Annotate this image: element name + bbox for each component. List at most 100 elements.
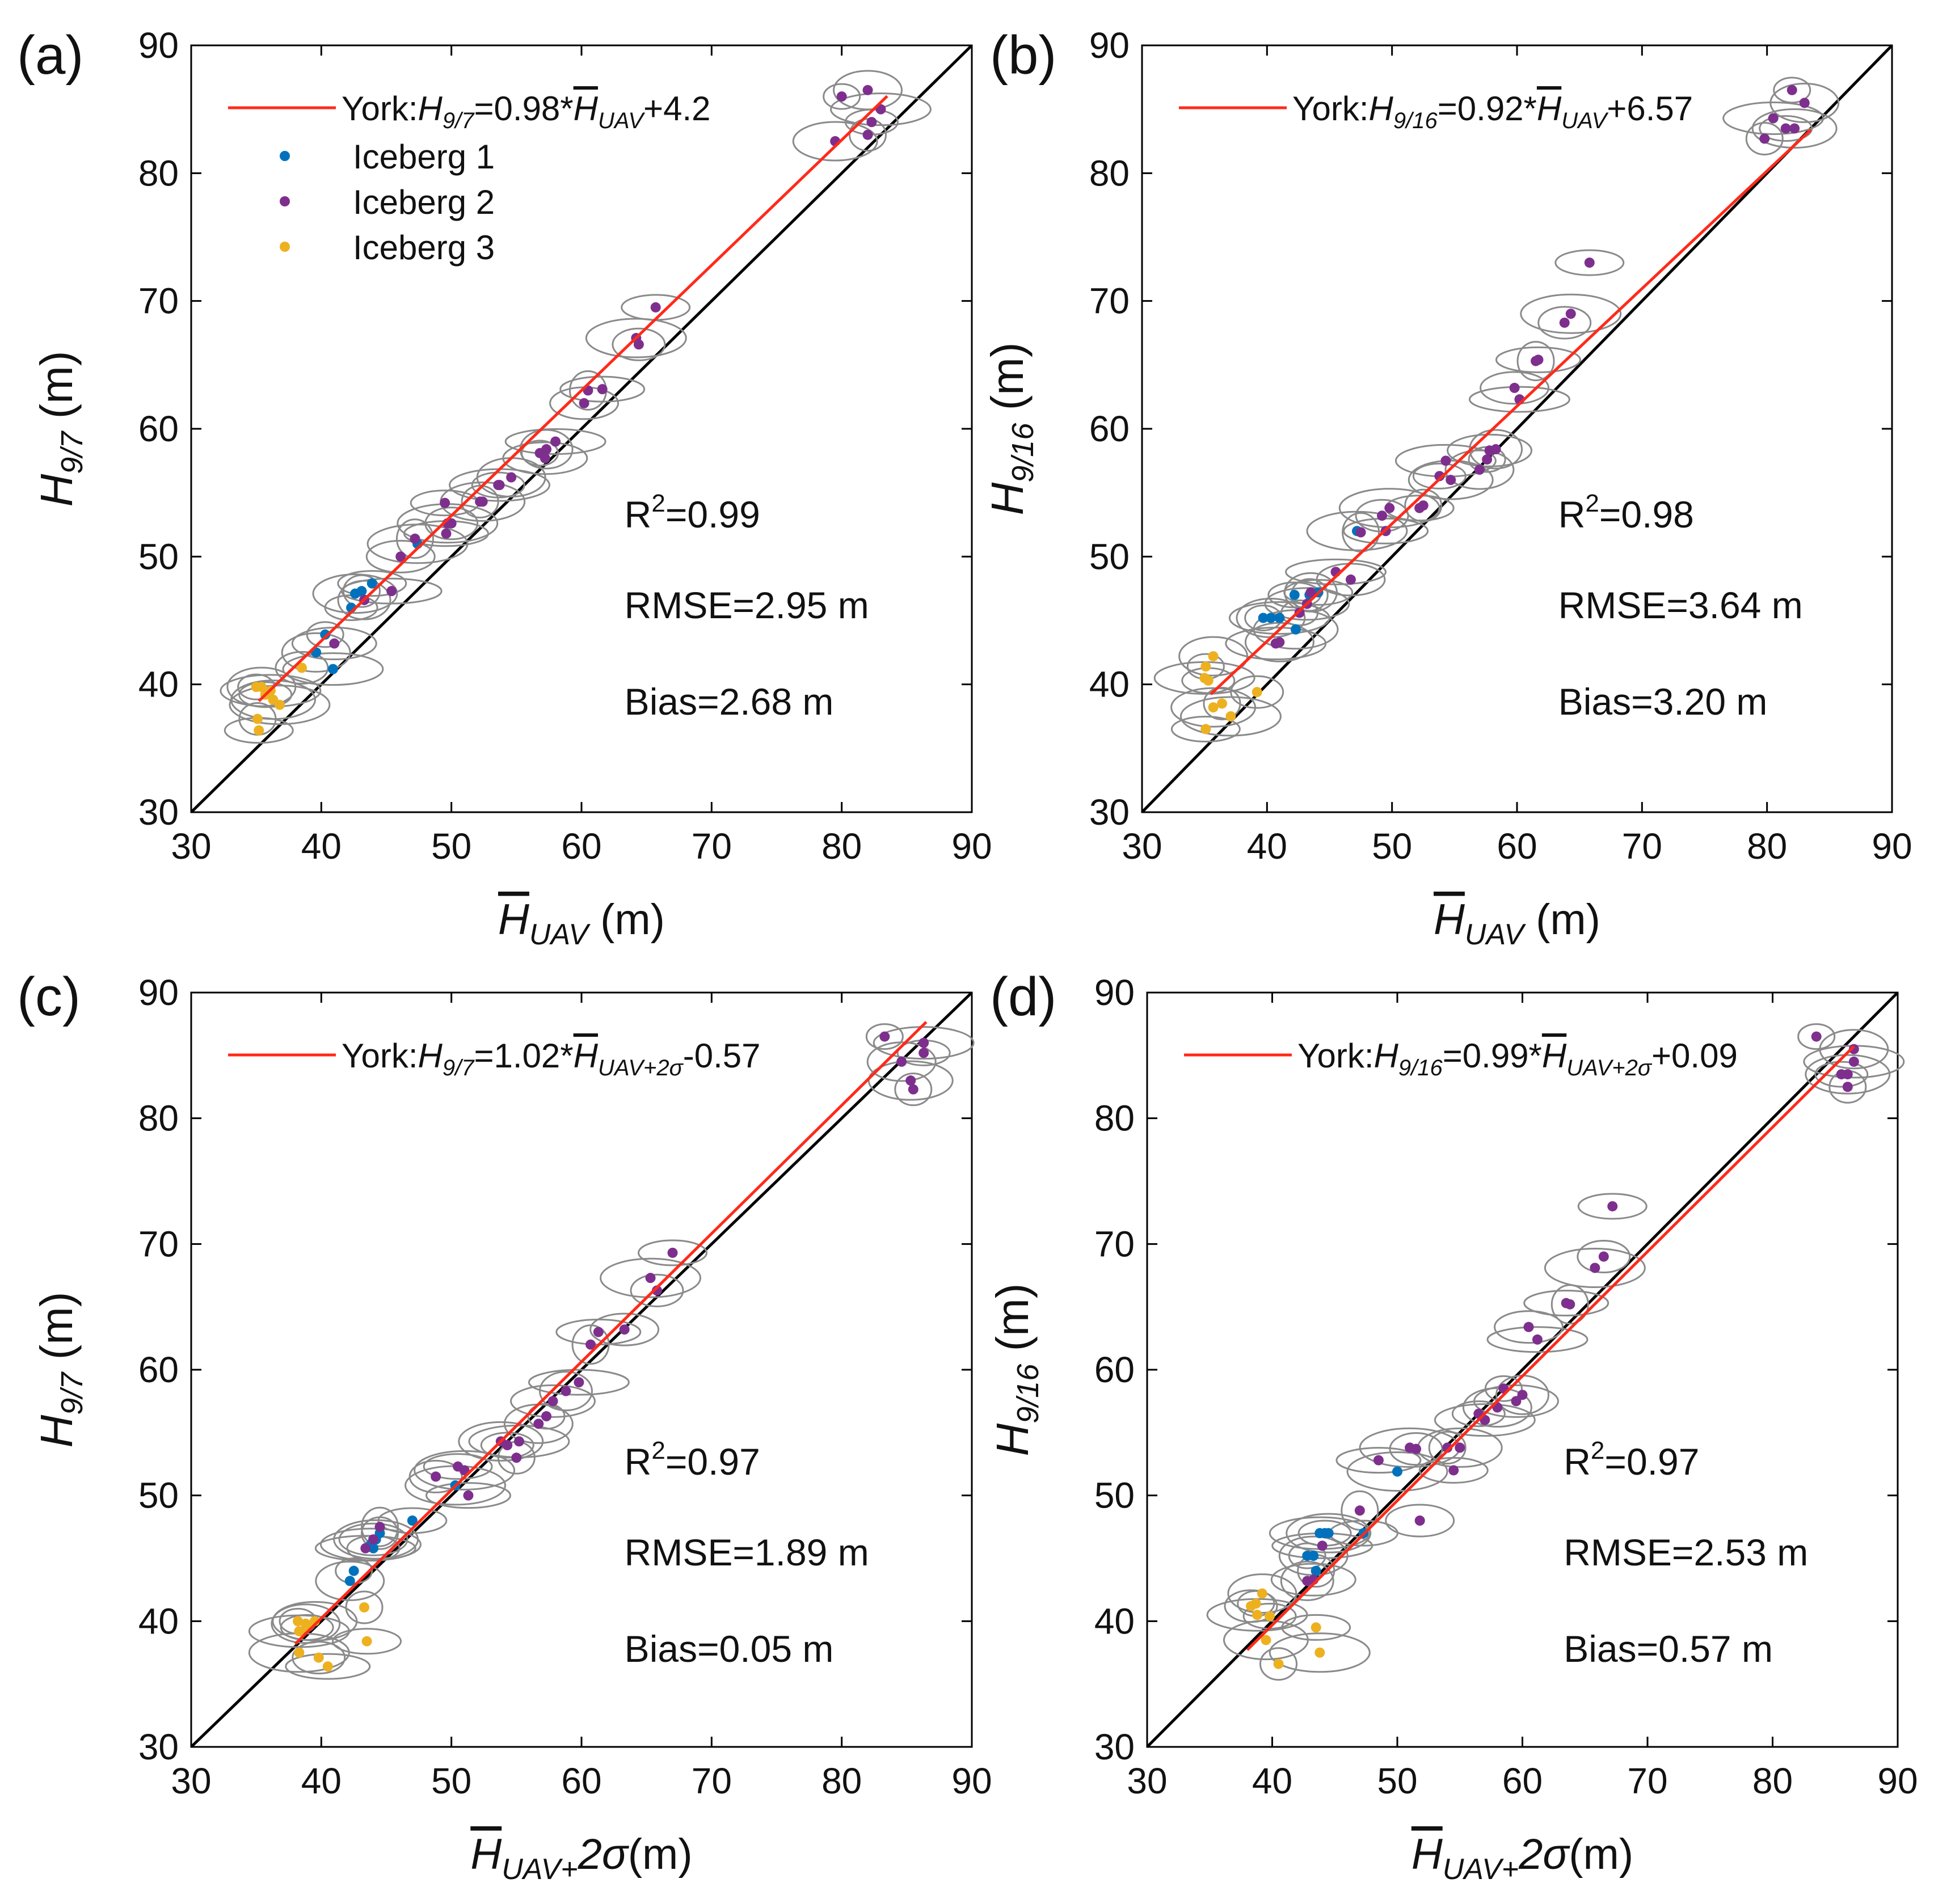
data-point-iceberg-2 <box>410 533 420 544</box>
uncertainty-ellipse <box>1224 1589 1278 1623</box>
legend-fit-label: York:H9/16=0.99*HUAV+2σ+0.09 <box>1297 1037 1738 1080</box>
uncertainty-ellipse <box>1259 1647 1298 1681</box>
data-point-iceberg-2 <box>633 339 644 350</box>
data-point-iceberg-2 <box>1532 1334 1543 1345</box>
x-tick-label: 40 <box>1247 826 1287 867</box>
data-point-iceberg-2 <box>1768 113 1779 124</box>
x-tick-label: 30 <box>171 1761 211 1801</box>
data-point-iceberg-2 <box>475 496 486 507</box>
data-point-iceberg-2 <box>574 1377 584 1388</box>
data-point-iceberg-2 <box>395 551 406 562</box>
x-tick-label: 80 <box>821 826 862 867</box>
data-point-iceberg-2 <box>1270 638 1281 649</box>
uncertainty-ellipse <box>894 1073 933 1107</box>
panel-label: (c) <box>17 966 81 1027</box>
uncertainty-ellipse <box>1264 587 1350 621</box>
x-tick-label: 30 <box>1127 1761 1167 1801</box>
uncertainty-ellipse <box>425 1482 511 1509</box>
data-point-iceberg-2 <box>879 1031 890 1042</box>
x-tick-label: 80 <box>821 1761 862 1801</box>
data-point-iceberg-1 <box>366 578 377 589</box>
r-squared-label: R2=0.97 <box>625 1437 760 1483</box>
uncertainty-ellipse <box>1281 1614 1351 1641</box>
data-point-iceberg-2 <box>593 1327 604 1337</box>
uncertainty-ellipse <box>1412 462 1467 489</box>
data-point-iceberg-3 <box>359 1602 370 1612</box>
legend: York:H9/7=0.98*HUAV+4.2 Iceberg 1 Iceberg … <box>228 90 711 267</box>
uncertainty-ellipse <box>1523 1290 1609 1317</box>
uncertainty-ellipse <box>1451 1400 1506 1428</box>
x-tick-label: 70 <box>692 1761 732 1801</box>
york-fit-line <box>294 1021 928 1645</box>
fit-statistics: R2=0.99 RMSE=2.95 m Bias=2.68 m <box>625 489 869 723</box>
x-tick-label: 90 <box>951 1761 992 1801</box>
panel-label: (d) <box>990 966 1056 1027</box>
fit-statistics: R2=0.97 RMSE=2.53 m Bias=0.57 m <box>1564 1437 1808 1670</box>
legend-marker-iceberg-2 <box>280 196 290 206</box>
data-point-iceberg-3 <box>294 1626 305 1637</box>
data-point-iceberg-2 <box>619 1324 630 1335</box>
data-point-iceberg-2 <box>440 497 450 508</box>
data-point-iceberg-3 <box>294 1647 305 1658</box>
uncertainty-ellipse <box>1444 449 1515 490</box>
x-axis-label: HUAV (m) <box>1434 896 1600 951</box>
data-point-iceberg-1 <box>1258 613 1269 623</box>
data-point-iceberg-2 <box>1842 1069 1853 1080</box>
uncertainty-ellipse <box>312 573 398 614</box>
uncertainty-ellipse <box>1577 1193 1648 1220</box>
chart-panel-c: (c) 30 40 50 60 70 80 90 30 40 50 60 70 80 90 York:H9/7… <box>17 966 992 1886</box>
uncertainty-ellipse <box>1751 108 1838 149</box>
chart-panel-d: (d) 30 40 50 60 70 80 90 30 40 50 60 70 80 90 York:H9/1… <box>987 966 1918 1886</box>
data-point-iceberg-3 <box>1217 698 1228 709</box>
y-axis-label: H9/7 (m) <box>31 351 89 506</box>
y-tick-label: 60 <box>138 1349 179 1390</box>
data-point-iceberg-2 <box>1414 503 1425 513</box>
data-point-iceberg-2 <box>368 1534 379 1545</box>
y-tick-label: 50 <box>1094 1475 1135 1516</box>
data-point-iceberg-1 <box>348 1565 359 1576</box>
data-point-iceberg-3 <box>1225 711 1236 721</box>
uncertainty-ellipse <box>1179 696 1282 737</box>
data-point-iceberg-1 <box>1323 1528 1334 1539</box>
y-tick-label: 60 <box>138 408 179 449</box>
data-point-iceberg-1 <box>344 1576 355 1586</box>
one-to-one-line <box>1141 44 1893 813</box>
legend-series-label: Iceberg 2 <box>353 183 495 221</box>
data-point-iceberg-1 <box>1308 1551 1319 1561</box>
x-tick-label: 40 <box>301 1761 342 1801</box>
uncertainty-ellipse <box>1819 1029 1889 1070</box>
uncertainty-ellipse <box>528 1369 630 1396</box>
y-tick-label: 50 <box>138 1475 179 1516</box>
data-point-iceberg-2 <box>446 518 457 529</box>
x-tick-label: 70 <box>692 826 732 867</box>
data-point-iceberg-2 <box>1434 471 1445 482</box>
uncertainty-ellipse <box>1494 1310 1564 1344</box>
uncertainty-ellipse <box>589 1312 660 1346</box>
data-point-iceberg-1 <box>327 664 338 674</box>
x-tick-label: 90 <box>951 826 992 867</box>
uncertainty-ellipse <box>315 1560 385 1601</box>
y-tick-label: 70 <box>1089 281 1130 322</box>
legend: York:H9/16=0.92*HUAV+6.57 <box>1179 90 1693 133</box>
y-tick-label: 90 <box>138 25 179 66</box>
data-point-iceberg-3 <box>313 1652 324 1663</box>
data-point-iceberg-1 <box>1291 624 1301 635</box>
data-point-iceberg-2 <box>1848 1056 1859 1067</box>
y-tick-label: 60 <box>1089 408 1130 449</box>
data-point-iceberg-2 <box>1559 317 1570 328</box>
y-tick-label: 80 <box>138 153 179 193</box>
data-point-iceberg-2 <box>431 1471 441 1482</box>
uncertainty-ellipse <box>1385 1504 1455 1538</box>
data-point-iceberg-3 <box>1200 661 1211 672</box>
uncertainty-ellipse <box>414 1450 516 1491</box>
x-tick-label: 80 <box>1747 826 1787 867</box>
uncertainty-ellipse <box>1447 433 1533 467</box>
bias-label: Bias=0.57 m <box>1564 1628 1773 1670</box>
uncertainty-ellipse <box>314 1535 416 1562</box>
uncertainty-ellipse <box>377 1507 448 1534</box>
uncertainty-ellipse <box>585 318 687 358</box>
uncertainty-ellipse <box>333 1519 419 1560</box>
uncertainty-ellipse <box>1269 1632 1371 1673</box>
uncertainty-ellipse <box>1814 1061 1869 1088</box>
uncertainty-ellipse <box>1537 306 1592 340</box>
